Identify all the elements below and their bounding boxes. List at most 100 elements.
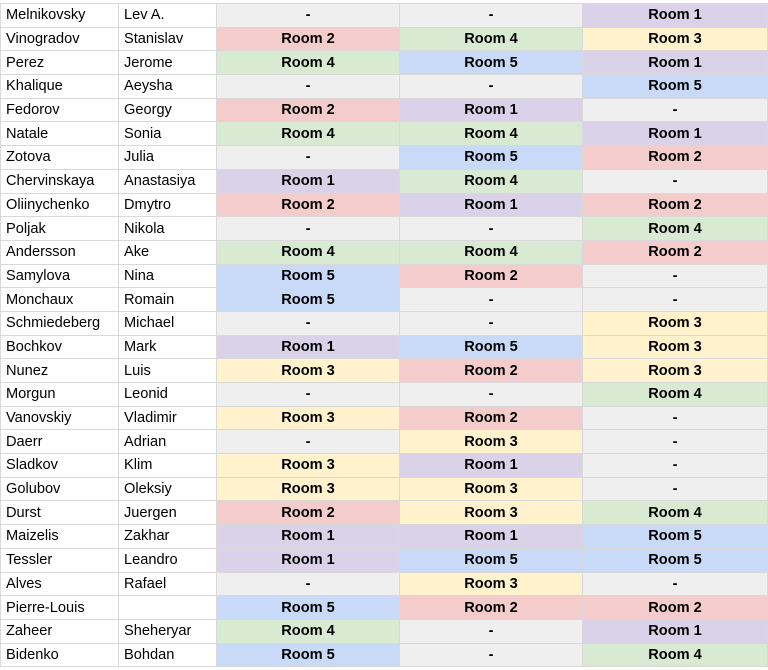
first-name-cell[interactable]: Julia <box>118 145 217 170</box>
room-cell-session-1[interactable]: Room 5 <box>216 595 400 620</box>
last-name-cell[interactable]: Schmiedeberg <box>0 310 119 336</box>
first-name-cell[interactable]: Klim <box>118 453 217 478</box>
room-cell-session-3[interactable]: Room 3 <box>582 334 768 360</box>
first-name-cell[interactable]: Ake <box>118 239 217 265</box>
room-cell-session-1[interactable]: - <box>216 145 400 170</box>
last-name-cell[interactable]: Andersson <box>0 239 119 265</box>
room-cell-session-1[interactable]: Room 1 <box>216 524 400 549</box>
room-cell-session-3[interactable]: Room 1 <box>582 50 768 76</box>
first-name-cell[interactable]: Oleksiy <box>118 476 217 502</box>
last-name-cell[interactable]: Chervinskaya <box>0 168 119 194</box>
room-cell-session-1[interactable]: Room 2 <box>216 97 400 123</box>
first-name-cell[interactable]: Rafael <box>118 571 217 597</box>
room-cell-session-2[interactable]: - <box>399 3 583 28</box>
room-cell-session-1[interactable]: Room 4 <box>216 618 400 644</box>
room-cell-session-2[interactable]: Room 2 <box>399 405 583 431</box>
room-cell-session-3[interactable]: Room 3 <box>582 310 768 336</box>
room-cell-session-1[interactable]: - <box>216 216 400 241</box>
room-cell-session-1[interactable]: Room 1 <box>216 168 400 194</box>
first-name-cell[interactable]: Luis <box>118 358 217 383</box>
room-cell-session-1[interactable]: Room 1 <box>216 547 400 573</box>
room-cell-session-2[interactable]: Room 2 <box>399 263 583 289</box>
first-name-cell[interactable]: Bohdan <box>118 642 217 668</box>
first-name-cell[interactable]: Jerome <box>118 50 217 76</box>
room-cell-session-3[interactable]: Room 3 <box>582 26 768 52</box>
room-cell-session-3[interactable]: - <box>582 263 768 289</box>
first-name-cell[interactable]: Anastasiya <box>118 168 217 194</box>
first-name-cell[interactable]: Romain <box>118 287 217 312</box>
room-cell-session-2[interactable]: Room 1 <box>399 97 583 123</box>
room-cell-session-2[interactable]: Room 1 <box>399 192 583 218</box>
last-name-cell[interactable]: Khalique <box>0 74 119 99</box>
room-cell-session-3[interactable]: Room 2 <box>582 145 768 170</box>
first-name-cell[interactable]: Michael <box>118 310 217 336</box>
last-name-cell[interactable]: Poljak <box>0 216 119 241</box>
first-name-cell[interactable]: Georgy <box>118 97 217 123</box>
first-name-cell[interactable] <box>118 595 217 620</box>
last-name-cell[interactable]: Alves <box>0 571 119 597</box>
room-cell-session-1[interactable]: - <box>216 429 400 455</box>
last-name-cell[interactable]: Sladkov <box>0 453 119 478</box>
room-cell-session-3[interactable]: Room 5 <box>582 74 768 99</box>
first-name-cell[interactable]: Aeysha <box>118 74 217 99</box>
room-cell-session-1[interactable]: Room 1 <box>216 334 400 360</box>
room-cell-session-3[interactable]: - <box>582 571 768 597</box>
last-name-cell[interactable]: Melnikovsky <box>0 3 119 28</box>
room-cell-session-2[interactable]: - <box>399 74 583 99</box>
room-cell-session-3[interactable]: Room 3 <box>582 358 768 383</box>
room-cell-session-1[interactable]: Room 4 <box>216 121 400 147</box>
last-name-cell[interactable]: Samylova <box>0 263 119 289</box>
room-cell-session-3[interactable]: Room 1 <box>582 121 768 147</box>
first-name-cell[interactable]: Mark <box>118 334 217 360</box>
room-cell-session-1[interactable]: Room 3 <box>216 453 400 478</box>
room-cell-session-3[interactable]: - <box>582 168 768 194</box>
last-name-cell[interactable]: Vanovskiy <box>0 405 119 431</box>
room-cell-session-1[interactable]: - <box>216 382 400 407</box>
room-cell-session-3[interactable]: - <box>582 287 768 312</box>
room-cell-session-1[interactable]: Room 2 <box>216 26 400 52</box>
room-cell-session-2[interactable]: Room 4 <box>399 26 583 52</box>
room-cell-session-3[interactable]: Room 4 <box>582 216 768 241</box>
room-cell-session-3[interactable]: - <box>582 97 768 123</box>
first-name-cell[interactable]: Nikola <box>118 216 217 241</box>
room-cell-session-1[interactable]: - <box>216 3 400 28</box>
room-cell-session-2[interactable]: Room 2 <box>399 595 583 620</box>
first-name-cell[interactable]: Nina <box>118 263 217 289</box>
last-name-cell[interactable]: Perez <box>0 50 119 76</box>
room-cell-session-3[interactable]: Room 4 <box>582 642 768 668</box>
room-cell-session-2[interactable]: Room 2 <box>399 358 583 383</box>
room-cell-session-3[interactable]: Room 2 <box>582 192 768 218</box>
room-cell-session-3[interactable]: Room 4 <box>582 500 768 526</box>
first-name-cell[interactable]: Stanislav <box>118 26 217 52</box>
room-cell-session-2[interactable]: - <box>399 642 583 668</box>
first-name-cell[interactable]: Vladimir <box>118 405 217 431</box>
room-cell-session-1[interactable]: Room 2 <box>216 500 400 526</box>
first-name-cell[interactable]: Leandro <box>118 547 217 573</box>
room-cell-session-2[interactable]: Room 5 <box>399 334 583 360</box>
last-name-cell[interactable]: Golubov <box>0 476 119 502</box>
room-cell-session-3[interactable]: - <box>582 476 768 502</box>
room-cell-session-2[interactable]: Room 5 <box>399 145 583 170</box>
first-name-cell[interactable]: Juergen <box>118 500 217 526</box>
room-cell-session-2[interactable]: - <box>399 382 583 407</box>
room-cell-session-2[interactable]: Room 3 <box>399 429 583 455</box>
last-name-cell[interactable]: Maizelis <box>0 524 119 549</box>
room-cell-session-2[interactable]: Room 3 <box>399 476 583 502</box>
room-cell-session-1[interactable]: Room 4 <box>216 239 400 265</box>
first-name-cell[interactable]: Sonia <box>118 121 217 147</box>
first-name-cell[interactable]: Adrian <box>118 429 217 455</box>
room-cell-session-1[interactable]: Room 3 <box>216 358 400 383</box>
last-name-cell[interactable]: Vinogradov <box>0 26 119 52</box>
last-name-cell[interactable]: Oliinychenko <box>0 192 119 218</box>
first-name-cell[interactable]: Dmytro <box>118 192 217 218</box>
last-name-cell[interactable]: Monchaux <box>0 287 119 312</box>
first-name-cell[interactable]: Leonid <box>118 382 217 407</box>
room-cell-session-2[interactable]: Room 5 <box>399 547 583 573</box>
room-cell-session-3[interactable]: - <box>582 453 768 478</box>
room-cell-session-2[interactable]: Room 5 <box>399 50 583 76</box>
room-cell-session-1[interactable]: - <box>216 310 400 336</box>
last-name-cell[interactable]: Daerr <box>0 429 119 455</box>
room-cell-session-1[interactable]: Room 5 <box>216 287 400 312</box>
first-name-cell[interactable]: Lev A. <box>118 3 217 28</box>
last-name-cell[interactable]: Bidenko <box>0 642 119 668</box>
